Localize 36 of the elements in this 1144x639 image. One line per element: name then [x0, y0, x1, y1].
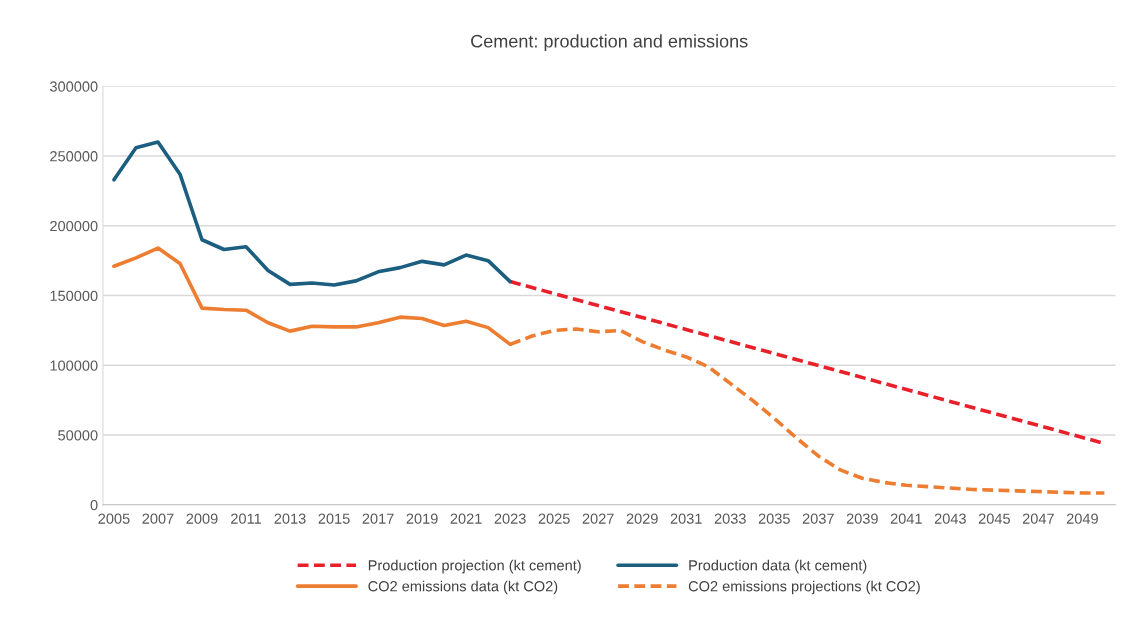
- x-tick-label: 2033: [714, 513, 746, 524]
- y-tick-label: 200000: [50, 220, 98, 232]
- chart-title: Cement: production and emissions: [471, 34, 748, 52]
- x-tick-label: 2015: [318, 513, 350, 524]
- legend-label: Production projection (kt cement): [368, 559, 581, 574]
- x-tick-label: 2037: [802, 513, 834, 524]
- x-tick-label: 2019: [406, 513, 438, 524]
- x-tick-label: 2011: [231, 513, 261, 524]
- y-tick-label: 250000: [50, 151, 98, 162]
- legend-label: Production data (kt cement): [689, 559, 867, 574]
- legend-label: CO2 emissions projections (kt CO2): [688, 580, 920, 595]
- x-tick-label: 2047: [1022, 513, 1054, 524]
- x-tick-label: 2031: [670, 513, 702, 524]
- line-series: [112, 140, 512, 287]
- legend-label: CO2 emissions data (kt CO2): [368, 580, 558, 595]
- x-tick-label: 2021: [450, 513, 482, 524]
- x-tick-label: 2007: [142, 513, 174, 524]
- x-tick-label: 2049: [1066, 513, 1098, 524]
- y-tick-label: 50000: [58, 430, 98, 441]
- y-tick-label: 150000: [50, 290, 98, 301]
- x-tick-label: 2005: [98, 513, 130, 524]
- y-tick-label: 300000: [50, 81, 98, 92]
- x-tick-label: 2045: [978, 513, 1010, 524]
- x-tick-label: 2025: [538, 513, 570, 524]
- x-tick-label: 2029: [626, 513, 658, 524]
- x-tick-label: 2035: [758, 513, 790, 524]
- x-tick-label: 2027: [582, 513, 614, 524]
- y-tick-label: 0: [90, 499, 98, 511]
- x-tick-label: 2023: [494, 513, 526, 524]
- y-tick-label: 100000: [50, 360, 98, 371]
- x-tick-label: 2013: [274, 513, 306, 524]
- x-tick-label: 2043: [934, 513, 966, 524]
- x-tick-label: 2039: [846, 513, 878, 524]
- x-tick-label: 2009: [186, 513, 218, 524]
- x-tick-label: 2041: [890, 513, 922, 524]
- x-tick-label: 2017: [362, 513, 394, 524]
